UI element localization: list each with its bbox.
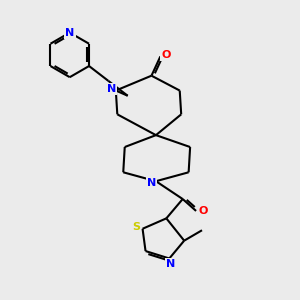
Text: N: N (107, 84, 116, 94)
Text: N: N (147, 178, 156, 188)
Text: O: O (161, 50, 170, 60)
Text: N: N (65, 28, 74, 38)
Text: N: N (166, 259, 176, 269)
Text: O: O (199, 206, 208, 216)
Text: S: S (132, 222, 140, 232)
